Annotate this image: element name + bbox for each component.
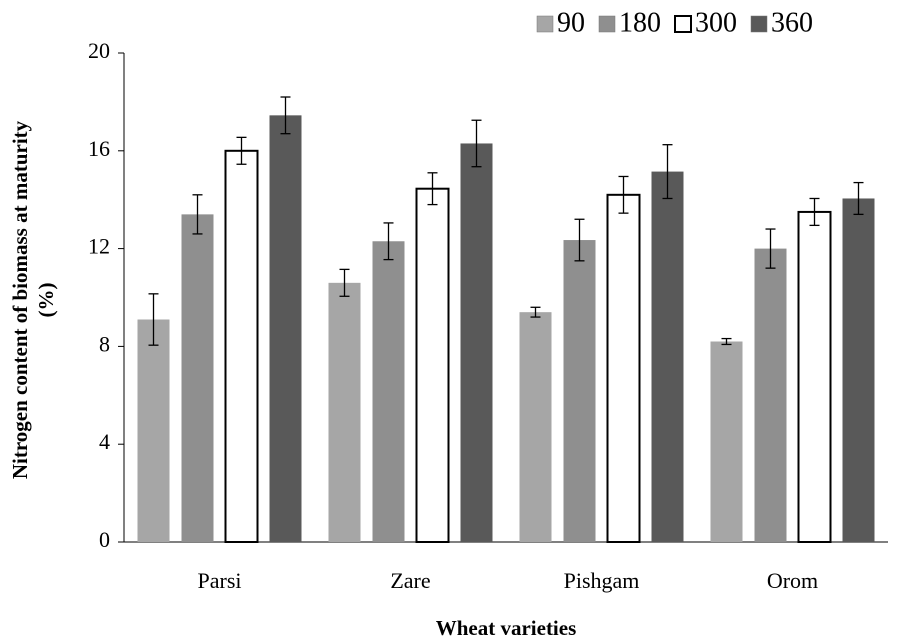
- x-axis-label: Wheat varieties: [436, 616, 577, 640]
- legend-label: 360: [771, 7, 813, 38]
- y-tick-label: 4: [99, 429, 110, 454]
- error-bar: [530, 306, 541, 318]
- y-tick-label: 12: [88, 234, 110, 259]
- x-tick-label: Zare: [390, 568, 430, 593]
- y-tick-label: 0: [99, 527, 110, 552]
- error-bar: [765, 228, 776, 269]
- error-bar: [383, 222, 394, 261]
- error-bar: [662, 144, 673, 200]
- legend-swatch: [750, 15, 768, 33]
- bar: [651, 171, 684, 542]
- bar: [519, 312, 552, 542]
- bar: [181, 214, 214, 542]
- legend-swatch: [598, 15, 616, 33]
- error-bar: [192, 194, 203, 235]
- y-tick-label: 8: [99, 331, 110, 356]
- legend-label: 90: [557, 7, 585, 38]
- y-tick-label: 20: [88, 38, 110, 63]
- x-tick-label: Pishgam: [564, 568, 640, 593]
- bar: [710, 341, 743, 542]
- y-axis-label: Nitrogen content of biomass at maturity …: [8, 120, 58, 479]
- error-bar: [148, 293, 159, 346]
- bar: [460, 143, 493, 542]
- y-axis-label-line: (%): [34, 283, 58, 318]
- error-bar: [618, 175, 629, 214]
- error-bar: [339, 268, 350, 297]
- y-axis-label-line: Nitrogen content of biomass at maturity: [8, 120, 32, 479]
- bar: [842, 198, 875, 543]
- x-tick-label: Parsi: [198, 568, 242, 593]
- error-bar: [853, 181, 864, 216]
- error-bar: [574, 218, 585, 262]
- bar: [563, 240, 596, 543]
- x-tick-label: Orom: [767, 568, 818, 593]
- legend-swatch: [674, 15, 692, 33]
- error-bar: [471, 119, 482, 168]
- legend-swatch: [536, 15, 554, 33]
- bar: [606, 193, 641, 543]
- legend-label: 180: [619, 7, 661, 38]
- bar: [328, 282, 361, 542]
- error-bar: [721, 337, 732, 346]
- error-bar: [280, 96, 291, 135]
- legend-label: 300: [695, 7, 737, 38]
- error-bar: [236, 136, 247, 165]
- bar: [372, 241, 405, 542]
- error-bar: [809, 197, 820, 227]
- bar: [224, 149, 259, 544]
- bar: [797, 210, 832, 544]
- y-tick-label: 16: [88, 136, 110, 161]
- bar: [137, 319, 170, 542]
- error-bar: [427, 172, 438, 206]
- bar: [415, 187, 450, 543]
- bar: [269, 115, 302, 542]
- bar: [754, 248, 787, 542]
